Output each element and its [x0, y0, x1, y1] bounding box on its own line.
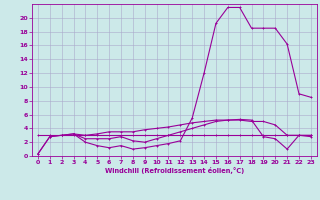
X-axis label: Windchill (Refroidissement éolien,°C): Windchill (Refroidissement éolien,°C) — [105, 167, 244, 174]
